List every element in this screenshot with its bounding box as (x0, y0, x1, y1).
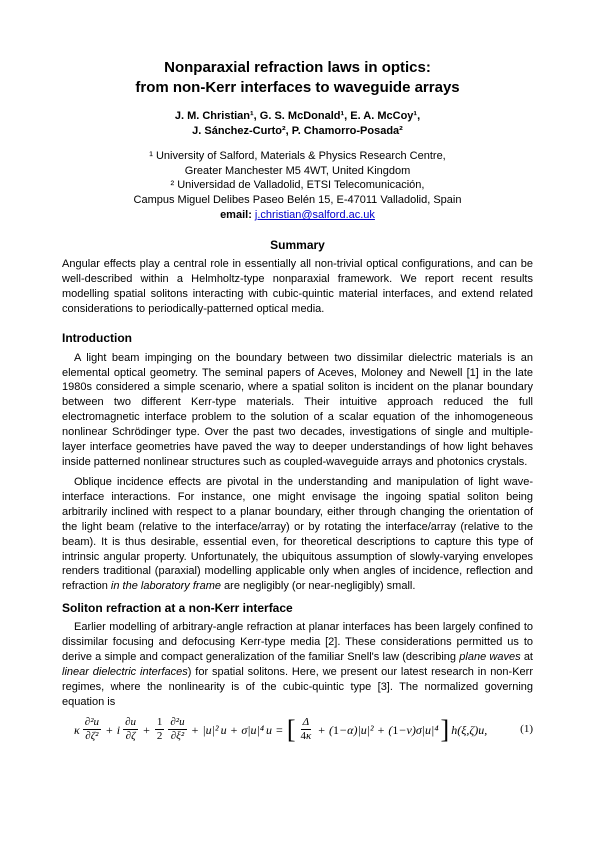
title-line-1: Nonparaxial refraction laws in optics: (164, 59, 431, 76)
email-label: email: (220, 209, 255, 221)
authors-line-2: J. Sánchez-Curto², P. Chamorro-Posada² (192, 125, 403, 137)
section-2-heading: Soliton refraction at a non-Kerr interfa… (62, 600, 533, 616)
equation-number: (1) (520, 722, 533, 737)
sec2-p1-b: at (521, 651, 533, 663)
summary-text: Angular effects play a central role in e… (62, 257, 533, 316)
summary-heading: Summary (62, 237, 533, 253)
title-line-2: from non-Kerr interfaces to waveguide ar… (135, 79, 459, 96)
affiliations: ¹ University of Salford, Materials & Phy… (62, 149, 533, 223)
intro-p2-italic: in the laboratory frame (111, 580, 221, 592)
equation-1: κ ∂²u∂ζ² +i ∂u∂ζ + 12 ∂²u∂ξ² +|u|²u +σ|u… (62, 717, 533, 742)
authors-line-1: J. M. Christian¹, G. S. McDonald¹, E. A.… (175, 110, 420, 122)
paper-title: Nonparaxial refraction laws in optics: f… (62, 58, 533, 97)
sec2-italic-2: linear dielectric interfaces (62, 666, 188, 678)
intro-p2-a: Oblique incidence effects are pivotal in… (62, 476, 533, 592)
intro-paragraph-2: Oblique incidence effects are pivotal in… (62, 475, 533, 594)
sec2-italic-1: plane waves (459, 651, 520, 663)
intro-p2-b: are negligibly (or near-negligibly) smal… (221, 580, 415, 592)
affiliation-2a: ² Universidad de Valladolid, ETSI Teleco… (171, 179, 425, 191)
affiliation-2b: Campus Miguel Delibes Paseo Belén 15, E-… (134, 194, 462, 206)
section-2-paragraph-1: Earlier modelling of arbitrary-angle ref… (62, 620, 533, 709)
intro-paragraph-1: A light beam impinging on the boundary b… (62, 351, 533, 470)
email-link[interactable]: j.christian@salford.ac.uk (255, 209, 375, 221)
equation-body: κ ∂²u∂ζ² +i ∂u∂ζ + 12 ∂²u∂ξ² +|u|²u +σ|u… (74, 717, 487, 742)
affiliation-1a: ¹ University of Salford, Materials & Phy… (149, 150, 446, 162)
affiliation-1b: Greater Manchester M5 4WT, United Kingdo… (185, 165, 411, 177)
intro-heading: Introduction (62, 330, 533, 346)
authors: J. M. Christian¹, G. S. McDonald¹, E. A.… (62, 109, 533, 139)
